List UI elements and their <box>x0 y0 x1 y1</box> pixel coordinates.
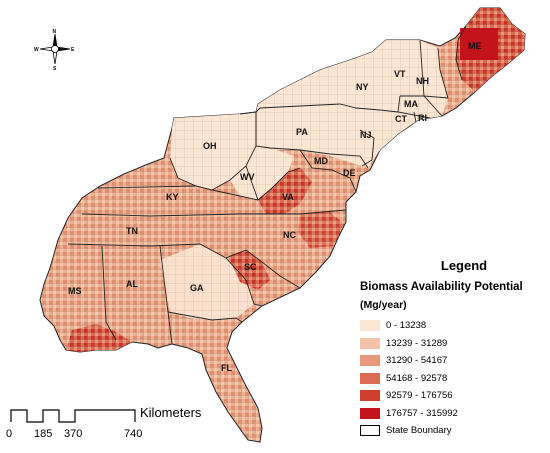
scale-tick: 740 <box>124 428 143 440</box>
west-label: W <box>34 47 39 53</box>
state-label: MD <box>314 156 328 166</box>
zone-sc-high <box>228 250 270 290</box>
legend-title: Legend <box>440 258 488 273</box>
legend-items: 0 - 13238 13239 - 31289 31290 - 54167 54… <box>360 317 546 440</box>
state-boundaries <box>67 25 467 345</box>
state-label: NH <box>416 76 429 86</box>
legend-label: 54168 - 92578 <box>386 372 448 384</box>
legend-item: 92579 - 176756 <box>360 387 546 405</box>
scale-bar: Kilometers 0 185 370 740 <box>6 404 220 449</box>
state-label: SC <box>244 262 257 272</box>
zone-wv-light <box>230 146 294 200</box>
legend-unit: (Mg/year) <box>360 299 407 311</box>
state-label: KY <box>166 192 179 202</box>
state-label: OH <box>203 141 217 151</box>
state-label: GA <box>190 283 204 293</box>
legend-label: State Boundary <box>386 425 452 437</box>
scale-tick: 0 <box>6 428 13 440</box>
state-label: VA <box>282 192 294 202</box>
legend-swatch <box>360 372 380 384</box>
state-label: FL <box>221 363 232 373</box>
scale-bar-graphic <box>10 409 136 423</box>
legend-label: 92579 - 176756 <box>386 390 453 402</box>
scale-unit: Kilometers <box>140 405 202 420</box>
legend-label: 0 - 13238 <box>386 320 427 332</box>
legend-swatch <box>360 337 380 349</box>
legend-swatch <box>360 407 380 419</box>
zone-maine-core <box>460 28 498 60</box>
zone-ohio-light <box>170 112 256 190</box>
north-label: N <box>53 29 57 35</box>
zone-nc-high <box>298 212 344 248</box>
map-legend: Legend Biomass Availability Potential (M… <box>360 258 546 440</box>
state-labels: ME VT NH NY MA CT RI PA NJ OH MD DE WV K… <box>68 41 482 373</box>
legend-label: 31290 - 54167 <box>386 355 448 367</box>
compass-rose-icon: N S W E <box>34 29 75 70</box>
state-label: NC <box>283 230 296 240</box>
state-label: NY <box>356 82 369 92</box>
state-label: ME <box>468 41 482 51</box>
state-label: RI <box>418 113 427 123</box>
state-label: AL <box>126 279 138 289</box>
zone-va-high <box>258 168 312 214</box>
legend-subtitle: Biomass Availability Potential <box>360 281 523 293</box>
east-label: E <box>71 47 75 53</box>
legend-item: 54168 - 92578 <box>360 370 546 388</box>
legend-swatch-boundary <box>360 425 380 437</box>
state-label: CT <box>395 114 407 124</box>
legend-item: 0 - 13238 <box>360 317 546 335</box>
state-label: WV <box>240 172 255 182</box>
south-label: S <box>53 66 57 70</box>
legend-swatch <box>360 320 380 332</box>
legend-item: 13239 - 31289 <box>360 335 546 353</box>
legend-item: 176757 - 315992 <box>360 405 546 423</box>
state-label: DE <box>343 168 356 178</box>
zone-gulf-high <box>66 324 132 352</box>
state-label: TN <box>126 226 138 236</box>
scale-tick: 185 <box>34 428 53 440</box>
legend-swatch <box>360 355 380 367</box>
legend-label: 13239 - 31289 <box>386 337 448 349</box>
legend-item: 31290 - 54167 <box>360 352 546 370</box>
state-label: PA <box>296 127 308 137</box>
legend-label: 176757 - 315992 <box>386 407 458 419</box>
zone-northeast-light <box>256 40 448 168</box>
state-label: NJ <box>360 130 372 140</box>
state-label: MS <box>68 286 82 296</box>
state-label: VT <box>394 69 406 79</box>
state-label: MA <box>404 99 418 109</box>
legend-item: State Boundary <box>360 422 546 440</box>
scale-tick: 370 <box>64 428 83 440</box>
legend-swatch <box>360 390 380 402</box>
